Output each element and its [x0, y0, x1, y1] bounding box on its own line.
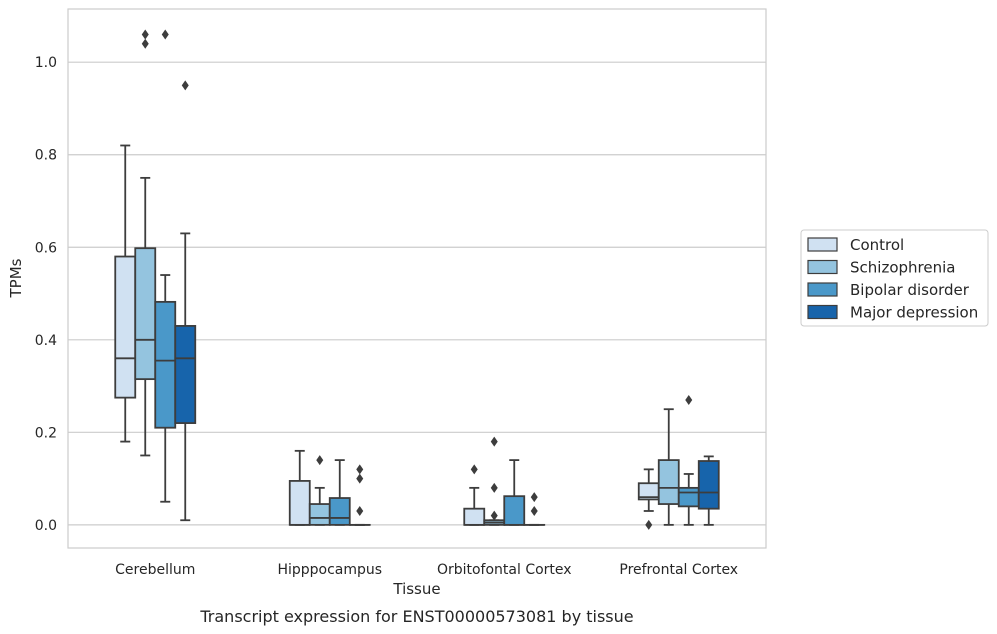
box-body — [657, 459, 680, 505]
legend-frame — [800, 229, 989, 327]
box-bipolar-disorder — [154, 29, 177, 503]
box-major-depression — [697, 455, 720, 526]
chart-caption: Transcript expression for ENST0000057308… — [199, 607, 633, 626]
box-control — [463, 464, 486, 526]
box-body — [503, 495, 526, 526]
box-control — [288, 449, 311, 526]
y-tick-label: 0.4 — [35, 333, 57, 349]
box-major-depression — [348, 464, 371, 526]
outlier-point — [490, 436, 498, 447]
outlier-point — [316, 455, 324, 466]
outlier-point — [141, 29, 149, 40]
y-axis-label: TPMs — [7, 258, 25, 298]
box-body — [114, 255, 137, 399]
box-bipolar-disorder — [328, 459, 351, 526]
x-axis-label: Tissue — [392, 580, 440, 598]
box-body — [308, 503, 331, 526]
outlier-point — [645, 519, 653, 530]
y-tick-labels: 0.0 0.2 0.4 0.6 0.8 1.0 — [35, 55, 57, 534]
outlier-point — [141, 38, 149, 49]
legend-label: Bipolar disorder — [850, 281, 970, 299]
box-schizophrenia — [308, 455, 331, 526]
box-body — [154, 300, 177, 429]
legend-swatch — [807, 237, 838, 252]
legend-label: Major depression — [850, 304, 978, 322]
box-body — [134, 247, 157, 381]
box-control — [637, 468, 660, 530]
legend-swatch — [807, 304, 838, 320]
outlier-point — [356, 464, 364, 475]
box-body — [463, 507, 486, 526]
y-tick-label: 1.0 — [35, 55, 57, 71]
box-bipolar-disorder — [503, 459, 526, 526]
box-body — [174, 325, 197, 424]
y-tick-label: 0.6 — [35, 240, 57, 256]
box-body — [677, 486, 700, 508]
box-schizophrenia — [483, 436, 506, 526]
box-body — [288, 480, 311, 526]
plot-area-frame — [67, 8, 767, 549]
legend-swatch — [807, 259, 838, 275]
box-control — [114, 144, 137, 443]
outlier-point — [356, 473, 364, 484]
outlier-point — [685, 394, 693, 405]
box-bipolar-disorder — [677, 394, 700, 526]
box-body — [697, 460, 720, 510]
x-tick-label: Orbitofontal Cortex — [437, 562, 572, 578]
y-tick-label: 0.2 — [35, 425, 57, 441]
box-schizophrenia — [134, 29, 157, 457]
outlier-point — [356, 505, 364, 516]
outlier-point — [181, 80, 189, 91]
outlier-point — [161, 29, 169, 40]
box-major-depression — [523, 492, 546, 526]
legend-swatch — [807, 282, 838, 297]
box-body — [328, 497, 351, 526]
legend: Control Schizophrenia Bipolar disorder Majo… — [800, 229, 989, 327]
box-major-depression — [174, 80, 197, 522]
x-tick-label: Cerebellum — [115, 562, 195, 578]
y-tick-label: 0.0 — [35, 518, 57, 534]
x-tick-label: Prefrontal Cortex — [619, 562, 738, 578]
outlier-point — [530, 505, 538, 516]
x-tick-label: Hipppocampus — [277, 562, 382, 578]
outlier-point — [530, 492, 538, 503]
gridlines — [68, 61, 766, 526]
outlier-point — [490, 510, 498, 521]
outlier-point — [490, 482, 498, 493]
box-schizophrenia — [657, 408, 680, 526]
x-tick-labels: Cerebellum Hipppocampus Orbitofontal Corte… — [115, 562, 738, 578]
y-tick-label: 0.8 — [35, 148, 57, 164]
legend-label: Control — [850, 236, 904, 254]
legend-label: Schizophrenia — [850, 259, 955, 277]
outlier-point — [470, 464, 478, 475]
boxes — [114, 29, 720, 530]
